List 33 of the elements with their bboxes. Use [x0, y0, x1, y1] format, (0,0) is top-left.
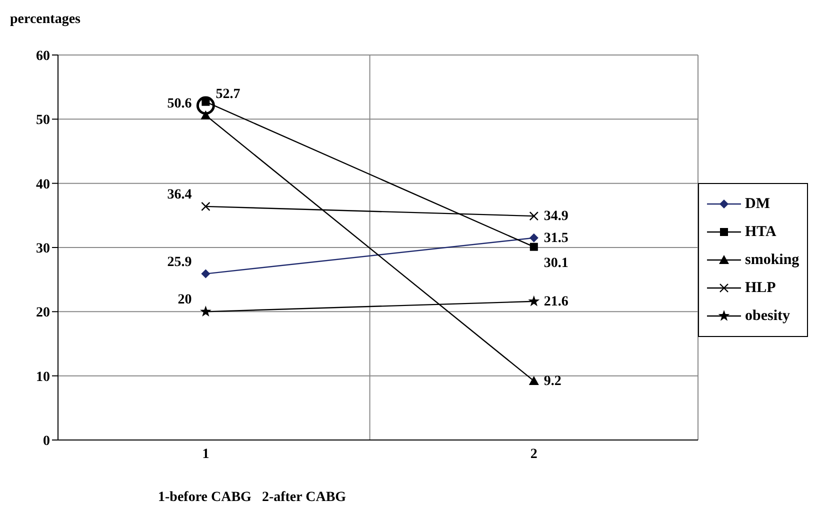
point — [529, 233, 538, 242]
y-tick-label: 10 — [36, 370, 50, 385]
legend-label: HTA — [745, 224, 776, 240]
data-label: 30.1 — [544, 256, 568, 271]
legend-label: smoking — [745, 252, 800, 268]
y-tick-label: 50 — [36, 113, 50, 128]
point — [530, 242, 538, 251]
legend-label: obesity — [745, 308, 790, 324]
point — [201, 269, 210, 278]
data-label: 34.9 — [544, 209, 568, 224]
x-axis-title: 1-before CABG 2-after CABG — [158, 490, 346, 506]
x-tick-label: 2 — [530, 446, 538, 462]
point — [528, 295, 540, 306]
point — [200, 306, 212, 317]
legend-label: DM — [745, 196, 770, 212]
data-label: 9.2 — [544, 374, 562, 389]
y-tick-label: 60 — [36, 48, 50, 64]
data-label: 31.5 — [544, 230, 568, 246]
data-label: 25.9 — [167, 254, 192, 270]
x-tick-label: 1 — [202, 446, 210, 462]
y-tick-label: 30 — [36, 241, 50, 256]
data-label: 20 — [178, 292, 192, 308]
data-label: 21.6 — [544, 294, 568, 310]
point — [529, 211, 538, 221]
y-tick-label: 0 — [43, 434, 50, 449]
legend-label: HLP — [745, 280, 776, 296]
data-label: 36.4 — [167, 187, 192, 202]
y-tick-label: 20 — [36, 306, 50, 321]
y-tick-label: 40 — [36, 177, 50, 192]
point — [201, 202, 210, 212]
y-axis-title: percentages — [10, 12, 80, 28]
data-label: 50.6 — [167, 96, 192, 112]
data-label: 52.7 — [216, 86, 240, 102]
